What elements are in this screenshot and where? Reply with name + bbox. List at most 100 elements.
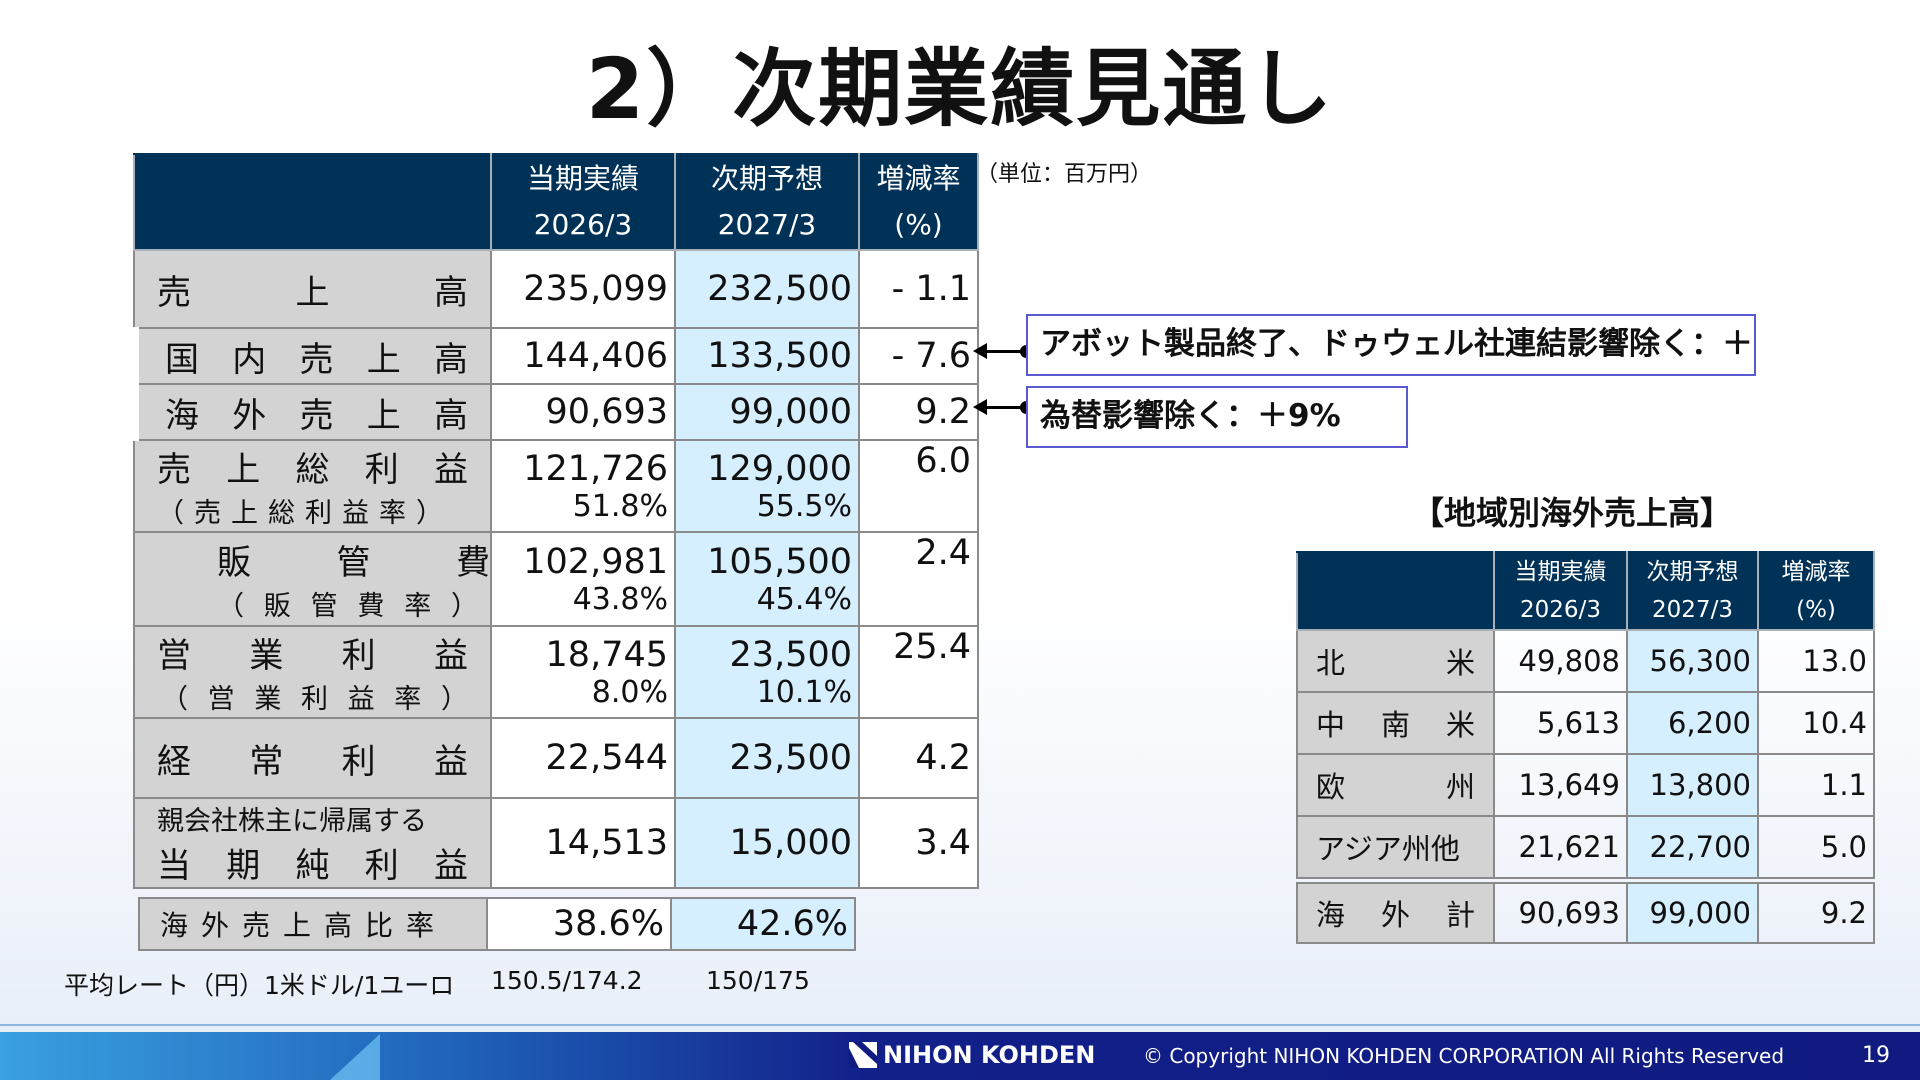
overseas-arrow-icon — [973, 399, 1033, 415]
region-north-america-change: 13.0 — [1757, 629, 1875, 693]
sga-forecast: 105,500 45.4% — [674, 531, 860, 627]
region-asia-others-current: 21,621 — [1493, 815, 1628, 879]
region-header-change: 増減率 (%) — [1757, 551, 1875, 631]
domestic-arrow-icon — [973, 343, 1033, 359]
overseas-ratio-forecast: 42.6% — [670, 897, 856, 951]
region-header-blank — [1296, 551, 1495, 631]
gross-profit-change: 6.0 — [858, 439, 979, 533]
domestic-sales-forecast: 133,500 — [674, 327, 860, 385]
region-label-latin-america: 中南米 — [1296, 691, 1495, 755]
region-row-total: 海外計 90,693 99,000 9.2 — [1296, 882, 1875, 944]
row-sga: 販管費 （販管費率） 102,981 43.8% 105,500 45.4% 2.4 — [133, 531, 979, 627]
overseas-ratio-current: 38.6% — [486, 897, 672, 951]
label-net-income: 親会社株主に帰属する 当期純利益 — [133, 797, 492, 889]
region-latin-america-current: 5,613 — [1493, 691, 1628, 755]
unit-note: （単位：百万円） — [976, 162, 1153, 187]
region-row-latin-america: 中南米 5,613 6,200 10.4 — [1296, 691, 1875, 755]
logo-text: NIHON KOHDEN — [883, 1041, 1096, 1069]
net-income-current: 14,513 — [490, 797, 676, 889]
header-row: 当期実績 2026/3 次期予想 2027/3 増減率 (%) — [133, 153, 979, 251]
label-gross-margin: （売上総利益率） — [157, 498, 453, 529]
region-header-row: 当期実績 2026/3 次期予想 2027/3 増減率 (%) — [1296, 551, 1875, 631]
region-total-forecast: 99,000 — [1626, 882, 1759, 944]
header-forecast: 次期予想 2027/3 — [674, 153, 860, 251]
label-operating-profit: 営業利益 （営業利益率） — [133, 625, 492, 719]
sga-current: 102,981 43.8% — [490, 531, 676, 627]
label-gross-profit: 売上総利益 （売上総利益率） — [133, 439, 492, 533]
footer-streak — [330, 1034, 380, 1080]
label-net-sales: 売上高 — [133, 249, 492, 329]
region-header-current: 当期実績 2026/3 — [1493, 551, 1628, 631]
region-total-change: 9.2 — [1757, 882, 1875, 944]
page-title: 2）次期業績見通し — [585, 40, 1335, 138]
operating-profit-change: 25.4 — [858, 625, 979, 719]
net-sales-change: - 1.1 — [858, 249, 979, 329]
region-asia-others-change: 5.0 — [1757, 815, 1875, 879]
overseas-ratio-table: 海外売上高比率 38.6% 42.6% — [138, 897, 856, 951]
ordinary-profit-forecast: 23,500 — [674, 717, 860, 799]
overseas-callout: 為替影響除く：＋9% — [1026, 386, 1408, 448]
gross-profit-forecast: 129,000 55.5% — [674, 439, 860, 533]
footer-band — [0, 1032, 1920, 1080]
region-header-forecast: 次期予想 2027/3 — [1626, 551, 1759, 631]
region-europe-current: 13,649 — [1493, 753, 1628, 817]
footer-line — [0, 1024, 1920, 1026]
overseas-sales-forecast: 99,000 — [674, 383, 860, 441]
region-label-europe: 欧州 — [1296, 753, 1495, 817]
region-row-europe: 欧州 13,649 13,800 1.1 — [1296, 753, 1875, 817]
header-blank — [133, 153, 492, 251]
logo-mark-icon — [849, 1042, 877, 1068]
net-sales-current: 235,099 — [490, 249, 676, 329]
footer-bar — [0, 1020, 1920, 1080]
row-net-sales: 売上高 235,099 232,500 - 1.1 — [133, 249, 979, 329]
row-net-income: 親会社株主に帰属する 当期純利益 14,513 15,000 3.4 — [133, 797, 979, 889]
ordinary-profit-current: 22,544 — [490, 717, 676, 799]
operating-profit-current: 18,745 8.0% — [490, 625, 676, 719]
region-row-north-america: 北米 49,808 56,300 13.0 — [1296, 629, 1875, 693]
net-sales-forecast: 232,500 — [674, 249, 860, 329]
domestic-sales-current: 144,406 — [490, 327, 676, 385]
average-rate-forecast: 150/175 — [706, 966, 810, 995]
header-change: 増減率 (%) — [858, 153, 979, 251]
region-label-north-america: 北米 — [1296, 629, 1495, 693]
region-table-title: 【地域別海外売上高】 — [1412, 494, 1733, 532]
operating-profit-forecast: 23,500 10.1% — [674, 625, 860, 719]
header-current: 当期実績 2026/3 — [490, 153, 676, 251]
gross-profit-current: 121,726 51.8% — [490, 439, 676, 533]
region-total-current: 90,693 — [1493, 882, 1628, 944]
region-latin-america-change: 10.4 — [1757, 691, 1875, 755]
overseas-sales-change: 9.2 — [858, 383, 979, 441]
region-row-asia-others: アジア州他 21,621 22,700 5.0 — [1296, 815, 1875, 879]
row-overseas-sales: 海外売上高 90,693 99,000 9.2 — [129, 383, 979, 441]
domestic-sales-change: - 7.6 — [858, 327, 979, 385]
region-label-total: 海外計 — [1296, 882, 1495, 944]
overseas-sales-current: 90,693 — [490, 383, 676, 441]
label-ordinary-profit: 経常利益 — [133, 717, 492, 799]
domestic-callout: アボット製品終了、ドゥウェル社連結影響除く：＋8% — [1026, 314, 1756, 418]
ordinary-profit-change: 4.2 — [858, 717, 979, 799]
row-gross-profit: 売上総利益 （売上総利益率） 121,726 51.8% 129,000 55.5%… — [133, 439, 979, 533]
region-total-table: 海外計 90,693 99,000 9.2 — [1296, 882, 1875, 944]
region-north-america-current: 49,808 — [1493, 629, 1628, 693]
region-latin-america-forecast: 6,200 — [1626, 691, 1759, 755]
average-rate-current: 150.5/174.2 — [491, 966, 643, 995]
region-north-america-forecast: 56,300 — [1626, 629, 1759, 693]
page-number: 19 — [1862, 1043, 1890, 1068]
company-logo: NIHON KOHDEN — [849, 1041, 1095, 1069]
label-overseas-ratio: 海外売上高比率 — [138, 897, 488, 951]
net-income-change: 3.4 — [858, 797, 979, 889]
results-table: 当期実績 2026/3 次期予想 2027/3 増減率 (%) 売上高 235,099… — [129, 153, 979, 889]
region-label-asia-others: アジア州他 — [1296, 815, 1495, 879]
row-domestic-sales: 国内売上高 144,406 133,500 - 7.6 — [129, 327, 979, 385]
row-ordinary-profit: 経常利益 22,544 23,500 4.2 — [133, 717, 979, 799]
label-overseas-sales: 海外売上高 — [129, 383, 492, 441]
sga-change: 2.4 — [858, 531, 979, 627]
region-asia-others-forecast: 22,700 — [1626, 815, 1759, 879]
label-sga: 販管費 （販管費率） — [133, 531, 492, 627]
region-europe-change: 1.1 — [1757, 753, 1875, 817]
label-net-income-line1: 親会社株主に帰属する — [157, 806, 427, 837]
net-income-forecast: 15,000 — [674, 797, 860, 889]
region-table: 当期実績 2026/3 次期予想 2027/3 増減率 (%) 北米 49,808 5… — [1296, 551, 1875, 879]
row-overseas-ratio: 海外売上高比率 38.6% 42.6% — [138, 897, 856, 951]
row-operating-profit: 営業利益 （営業利益率） 18,745 8.0% 23,500 10.1% 25.4 — [133, 625, 979, 719]
